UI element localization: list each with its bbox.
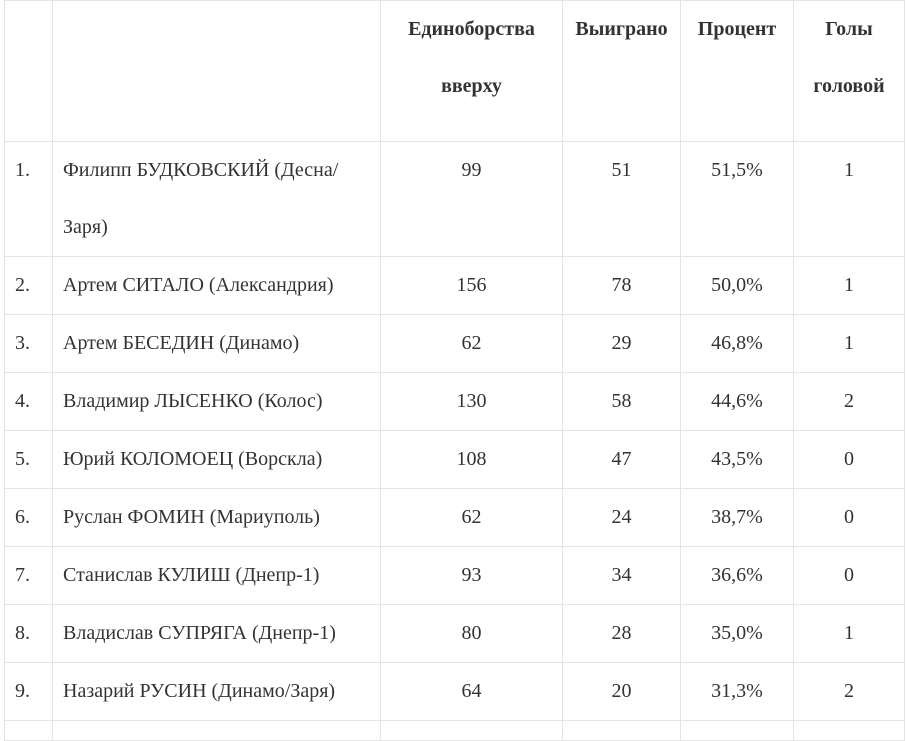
header-row: Единоборства вверху Выиграно Процент Гол… (4, 0, 905, 142)
cell-empty (562, 720, 681, 741)
cell-player: Артем БЕСЕДИН (Динамо) (52, 314, 381, 373)
table-header: Единоборства вверху Выиграно Процент Гол… (4, 0, 905, 142)
cell-duels: 80 (380, 604, 563, 663)
table-row-cutoff (4, 720, 905, 741)
cell-won: 47 (562, 430, 681, 489)
header-rank (4, 0, 53, 142)
cell-player: Владислав СУПРЯГА (Днепр-1) (52, 604, 381, 663)
cell-player: Руслан ФОМИН (Мариуполь) (52, 488, 381, 547)
cell-percent: 36,6% (680, 546, 794, 605)
stats-table: Единоборства вверху Выиграно Процент Гол… (4, 0, 905, 741)
cell-goals: 2 (793, 372, 905, 431)
cell-percent: 51,5% (680, 141, 794, 257)
table-row: 1. Филипп БУДКОВСКИЙ (Десна/Заря) 99 51 … (4, 141, 905, 257)
cell-rank: 8. (4, 604, 53, 663)
cell-percent: 50,0% (680, 256, 794, 315)
cell-goals: 2 (793, 662, 905, 721)
cell-player: Артем СИТАЛО (Александрия) (52, 256, 381, 315)
cell-won: 58 (562, 372, 681, 431)
cell-empty (380, 720, 563, 741)
cell-percent: 43,5% (680, 430, 794, 489)
cell-player: Владимир ЛЫСЕНКО (Колос) (52, 372, 381, 431)
table-row: 6. Руслан ФОМИН (Мариуполь) 62 24 38,7% … (4, 488, 905, 547)
cell-rank: 7. (4, 546, 53, 605)
cell-rank: 6. (4, 488, 53, 547)
cell-percent: 44,6% (680, 372, 794, 431)
table-row: 8. Владислав СУПРЯГА (Днепр-1) 80 28 35,… (4, 604, 905, 663)
cell-goals: 1 (793, 141, 905, 257)
table-row: 5. Юрий КОЛОМОЕЦ (Ворскла) 108 47 43,5% … (4, 430, 905, 489)
header-duels: Единоборства вверху (380, 0, 563, 142)
table-row: 7. Станислав КУЛИШ (Днепр-1) 93 34 36,6%… (4, 546, 905, 605)
table-row: 9. Назарий РУСИН (Динамо/Заря) 64 20 31,… (4, 662, 905, 721)
cell-empty (680, 720, 794, 741)
cell-won: 29 (562, 314, 681, 373)
cell-player: Назарий РУСИН (Динамо/Заря) (52, 662, 381, 721)
cell-rank: 9. (4, 662, 53, 721)
cell-won: 78 (562, 256, 681, 315)
cell-rank: 4. (4, 372, 53, 431)
cell-duels: 108 (380, 430, 563, 489)
cell-rank: 1. (4, 141, 53, 257)
header-percent: Процент (680, 0, 794, 142)
cell-won: 24 (562, 488, 681, 547)
cell-player: Станислав КУЛИШ (Днепр-1) (52, 546, 381, 605)
cell-empty (793, 720, 905, 741)
cell-rank: 2. (4, 256, 53, 315)
table-body: 1. Филипп БУДКОВСКИЙ (Десна/Заря) 99 51 … (4, 141, 905, 741)
cell-empty (52, 720, 381, 741)
cell-goals: 0 (793, 430, 905, 489)
table-row: 3. Артем БЕСЕДИН (Динамо) 62 29 46,8% 1 (4, 314, 905, 373)
cell-duels: 99 (380, 141, 563, 257)
cell-duels: 93 (380, 546, 563, 605)
cell-goals: 1 (793, 604, 905, 663)
table-row: 4. Владимир ЛЫСЕНКО (Колос) 130 58 44,6%… (4, 372, 905, 431)
cell-goals: 1 (793, 256, 905, 315)
cell-empty (4, 720, 53, 741)
cell-won: 51 (562, 141, 681, 257)
cell-duels: 62 (380, 488, 563, 547)
cell-won: 28 (562, 604, 681, 663)
cell-duels: 130 (380, 372, 563, 431)
cell-percent: 38,7% (680, 488, 794, 547)
cell-goals: 0 (793, 546, 905, 605)
cell-goals: 1 (793, 314, 905, 373)
cell-player: Юрий КОЛОМОЕЦ (Ворскла) (52, 430, 381, 489)
cell-player: Филипп БУДКОВСКИЙ (Десна/Заря) (52, 141, 381, 257)
cell-duels: 156 (380, 256, 563, 315)
cell-percent: 35,0% (680, 604, 794, 663)
cell-won: 20 (562, 662, 681, 721)
header-won: Выиграно (562, 0, 681, 142)
cell-percent: 46,8% (680, 314, 794, 373)
cell-duels: 62 (380, 314, 563, 373)
header-player (52, 0, 381, 142)
cell-rank: 5. (4, 430, 53, 489)
cell-rank: 3. (4, 314, 53, 373)
cell-duels: 64 (380, 662, 563, 721)
cell-percent: 31,3% (680, 662, 794, 721)
cell-won: 34 (562, 546, 681, 605)
table-row: 2. Артем СИТАЛО (Александрия) 156 78 50,… (4, 256, 905, 315)
header-goals: Голы головой (793, 0, 905, 142)
cell-goals: 0 (793, 488, 905, 547)
